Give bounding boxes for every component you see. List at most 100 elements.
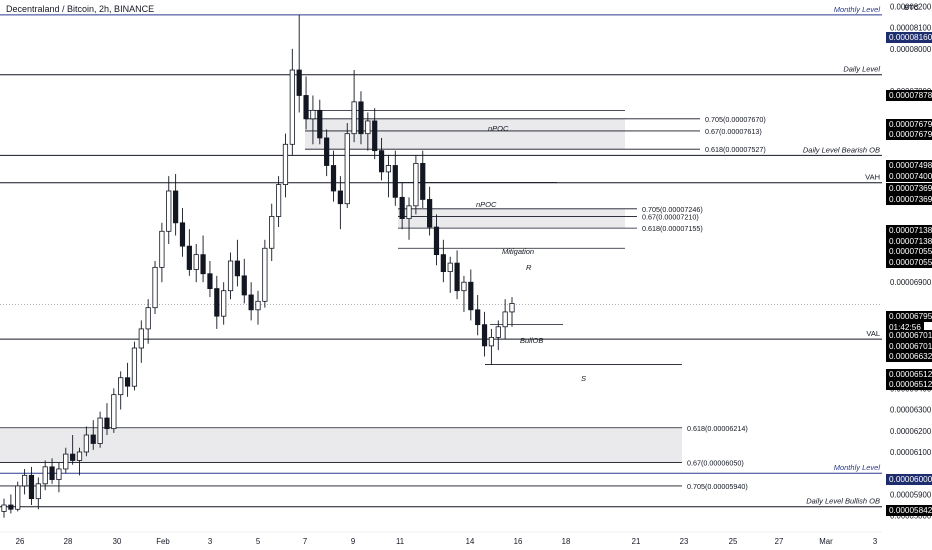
- candle-body: [49, 466, 55, 480]
- candle-body: [289, 69, 295, 145]
- price-badge: 0.00007055: [886, 246, 932, 257]
- candle-body: [173, 190, 179, 224]
- candle-body: [193, 254, 199, 270]
- candle-body: [420, 162, 426, 200]
- candle-body: [76, 451, 83, 461]
- candle-body: [372, 120, 378, 152]
- time-axis: 26 28 30 Feb 3 5 7 9 11 14 16 18 21 23 25 27 Mar 3: [0, 531, 882, 546]
- candle-body: [186, 245, 192, 270]
- time-tick-label: 3: [208, 537, 212, 546]
- time-tick-label: 16: [514, 537, 523, 546]
- price-badge: 0.00007138: [886, 236, 932, 247]
- annotation-label: BullOB: [520, 336, 543, 345]
- fib-label: 0.618(0.00006214): [687, 424, 748, 433]
- candle-body: [234, 260, 241, 277]
- price-badge: 0.00007400: [886, 171, 932, 182]
- price-badge: 0.00007679: [886, 129, 932, 140]
- candle-body: [399, 196, 405, 219]
- candle-body: [248, 294, 254, 311]
- candle-body: [468, 281, 474, 311]
- candle-body: [227, 260, 234, 292]
- candle-body: [28, 474, 35, 500]
- time-tick-label: 23: [680, 537, 689, 546]
- candle-body: [378, 150, 385, 173]
- candle-body: [447, 262, 453, 273]
- price-badge: 0.00006000: [886, 474, 932, 485]
- candle-body: [358, 101, 364, 135]
- candle-body: [303, 95, 309, 120]
- candles: [1, 14, 515, 518]
- candle-body: [502, 311, 508, 328]
- candle-body: [427, 199, 433, 228]
- fib-label: 0.67(0.00007613): [705, 127, 762, 136]
- candle-body: [166, 190, 172, 232]
- candle-body: [104, 417, 110, 430]
- key-level-label: VAH: [865, 173, 880, 182]
- candle-body: [124, 377, 131, 387]
- candle-body: [145, 307, 151, 330]
- price-badge: 0.00008160: [886, 32, 932, 43]
- annotation-label: R: [526, 263, 532, 272]
- price-badge: 01:42:56: [886, 322, 924, 333]
- candle-body: [138, 328, 144, 349]
- candle-body: [42, 466, 48, 485]
- candle-body: [8, 504, 14, 510]
- candle-body: [70, 453, 76, 461]
- price-tick-label: 0.00006200: [890, 427, 932, 436]
- candle-body: [317, 109, 323, 139]
- fib-zone: [305, 118, 625, 150]
- time-tick-label: 25: [729, 537, 738, 546]
- candle-body: [275, 184, 282, 217]
- candle-body: [262, 247, 268, 302]
- candle-body: [461, 281, 467, 292]
- candle-body: [509, 303, 515, 313]
- time-tick-label: 7: [303, 537, 307, 546]
- price-tick-label: 0.00006900: [890, 278, 932, 287]
- price-badge: 0.00007679: [886, 119, 932, 130]
- candle-body: [207, 273, 213, 289]
- price-badge: 0.00006632: [886, 351, 932, 362]
- price-tick-label: 0.00008200: [890, 2, 932, 11]
- candle-body: [365, 120, 371, 135]
- price-badge: 0.00007369: [886, 194, 932, 205]
- candle-body: [200, 254, 206, 275]
- time-tick-label: Feb: [156, 537, 170, 546]
- price-badge: 0.00005842: [886, 505, 932, 516]
- candle-body: [310, 109, 316, 120]
- candle-body: [111, 394, 117, 430]
- candle-body: [440, 254, 446, 273]
- candle-body: [282, 143, 289, 186]
- annotation-label: nPOC: [488, 124, 509, 133]
- candle-body: [214, 288, 220, 317]
- price-badge: 0.00006795: [886, 311, 932, 322]
- candle-body: [475, 309, 481, 326]
- time-tick-label: 26: [16, 537, 25, 546]
- fib-label: 0.67(0.00006050): [687, 459, 744, 468]
- price-tick-label: 0.00008000: [890, 45, 932, 54]
- chart-title: Decentraland / Bitcoin, 2h, BINANCE: [6, 4, 155, 14]
- candle-body: [159, 230, 165, 268]
- level-lines: Monthly Level Daily Level Daily Level Bear…: [0, 5, 882, 508]
- candle-body: [35, 483, 41, 500]
- candle-body: [90, 434, 96, 444]
- fib-zone: [398, 208, 625, 229]
- key-level-label: Daily Level Bullish OB: [806, 497, 880, 506]
- annotation-label: Mitigation: [502, 247, 534, 256]
- price-badge: 0.00007498: [886, 160, 932, 171]
- candle-body: [413, 162, 419, 207]
- candle-body: [83, 434, 89, 453]
- price-tick-label: 0.00006100: [890, 448, 932, 457]
- candle-body: [385, 165, 392, 173]
- candle-body: [433, 226, 440, 256]
- candle-body: [337, 190, 343, 205]
- candle-body: [221, 290, 227, 317]
- fib-label: 0.618(0.00007155): [642, 224, 703, 233]
- candle-body: [179, 222, 186, 247]
- candle-body: [269, 216, 275, 249]
- key-level-label: Daily Level Bearish OB: [803, 145, 880, 154]
- time-tick-label: 27: [775, 537, 784, 546]
- candle-body: [296, 69, 302, 96]
- price-badge: 0.00007369: [886, 183, 932, 194]
- time-tick-label: 30: [113, 537, 122, 546]
